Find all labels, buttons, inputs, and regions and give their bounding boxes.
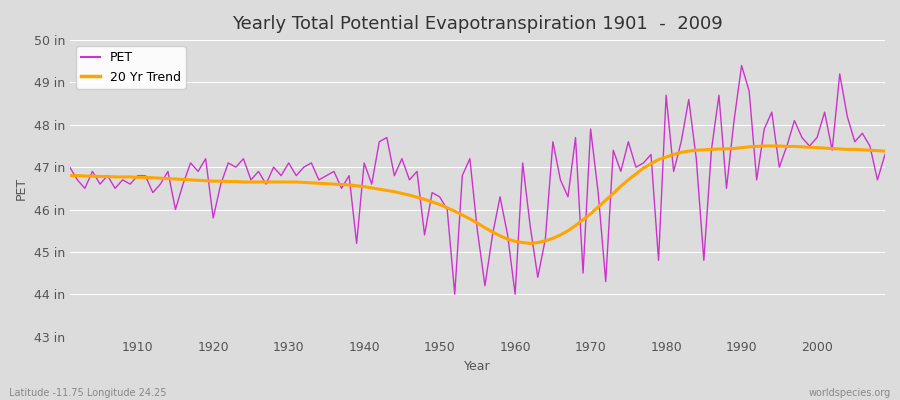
PET bbox=[608, 148, 618, 153]
PET bbox=[509, 292, 520, 297]
Text: worldspecies.org: worldspecies.org bbox=[809, 388, 891, 398]
PET bbox=[449, 292, 460, 297]
Title: Yearly Total Potential Evapotranspiration 1901  -  2009: Yearly Total Potential Evapotranspiratio… bbox=[232, 15, 723, 33]
20 Yr Trend bbox=[509, 239, 520, 244]
20 Yr Trend bbox=[125, 174, 136, 179]
Y-axis label: PET: PET bbox=[15, 177, 28, 200]
PET bbox=[65, 165, 76, 170]
PET bbox=[736, 63, 747, 68]
20 Yr Trend bbox=[336, 182, 346, 187]
PET bbox=[336, 186, 346, 191]
Line: PET: PET bbox=[70, 66, 885, 294]
20 Yr Trend bbox=[879, 149, 890, 154]
20 Yr Trend bbox=[608, 191, 618, 196]
PET bbox=[125, 182, 136, 186]
PET bbox=[291, 173, 302, 178]
PET bbox=[879, 152, 890, 157]
20 Yr Trend bbox=[65, 173, 76, 178]
20 Yr Trend bbox=[291, 180, 302, 184]
Line: 20 Yr Trend: 20 Yr Trend bbox=[70, 146, 885, 244]
X-axis label: Year: Year bbox=[464, 360, 491, 373]
20 Yr Trend bbox=[759, 144, 769, 148]
Text: Latitude -11.75 Longitude 24.25: Latitude -11.75 Longitude 24.25 bbox=[9, 388, 166, 398]
20 Yr Trend bbox=[525, 241, 535, 246]
PET bbox=[518, 160, 528, 165]
Legend: PET, 20 Yr Trend: PET, 20 Yr Trend bbox=[76, 46, 185, 89]
20 Yr Trend bbox=[502, 237, 513, 242]
